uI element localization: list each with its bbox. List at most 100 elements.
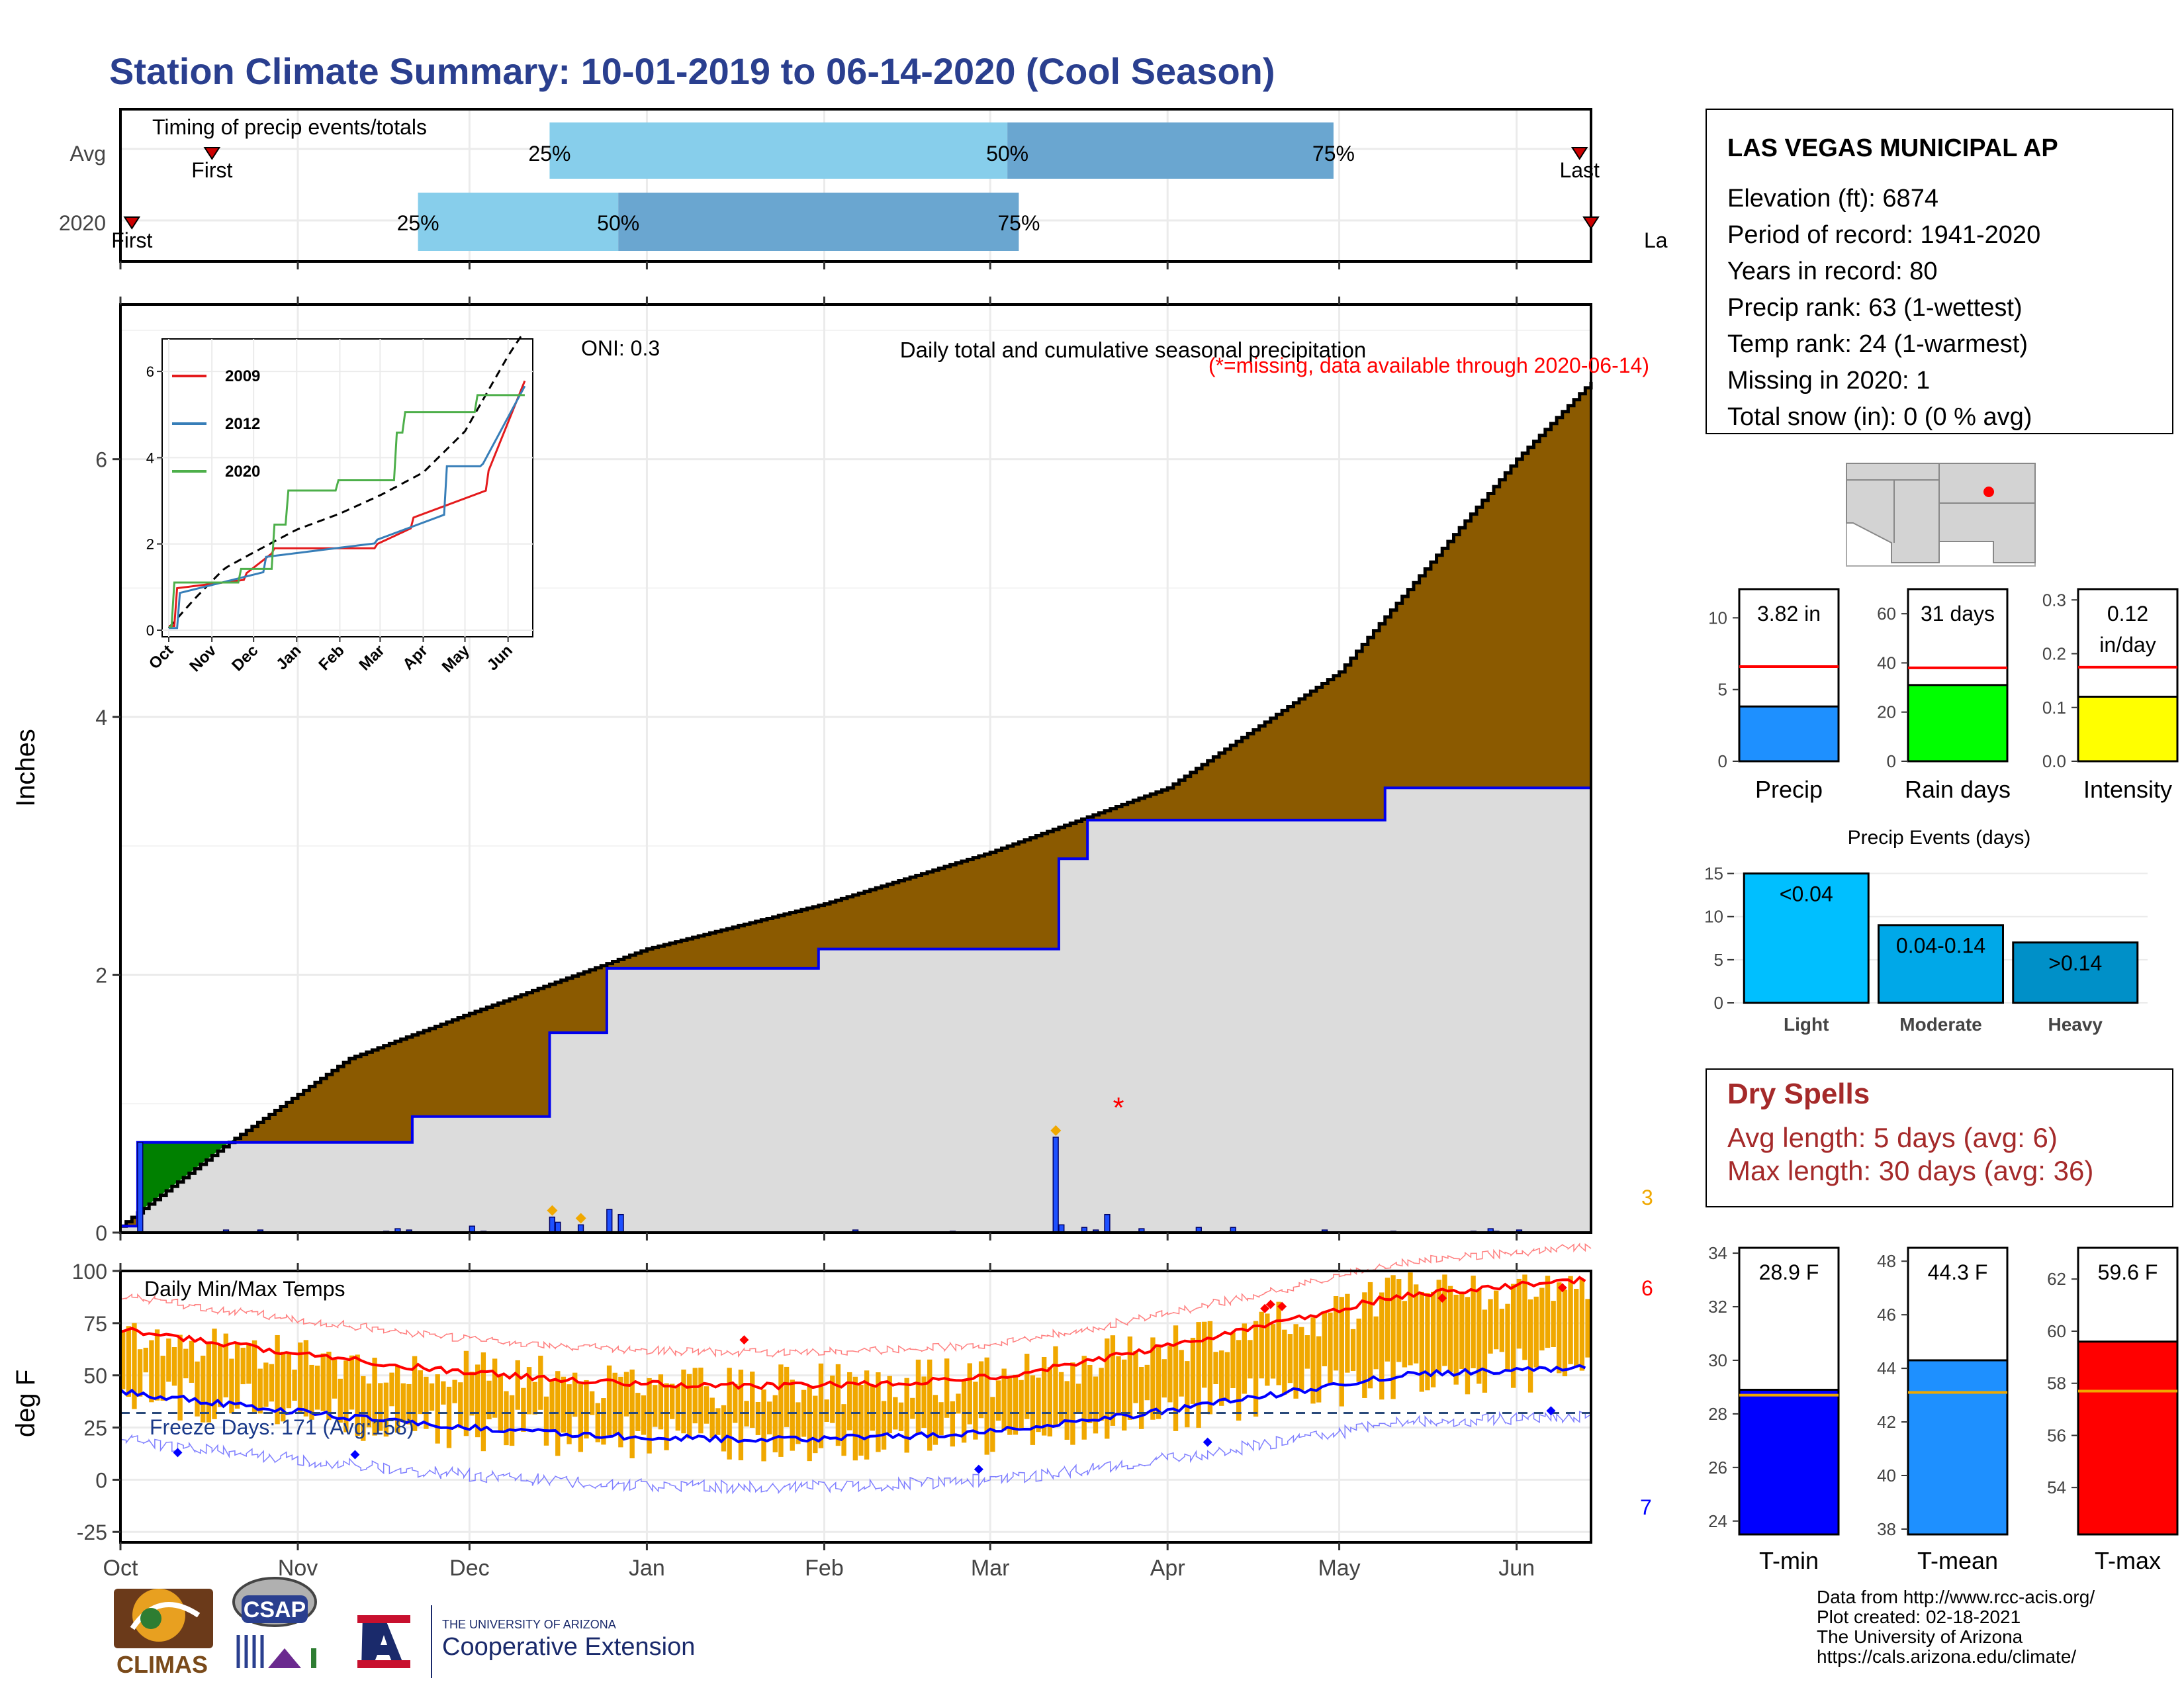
daily-temp-bar [653, 1385, 658, 1427]
daily-temp-bar [549, 1380, 555, 1431]
daily-temp-bar [1224, 1352, 1230, 1401]
daily-temp-bar [870, 1385, 875, 1431]
precip-event-bar-label: 0.04-0.14 [1896, 934, 1985, 958]
record-high-marker [1557, 1283, 1567, 1293]
daily-temp-bar [366, 1383, 372, 1428]
temp-title: Daily Min/Max Temps [144, 1277, 345, 1301]
temp-ytick-label: 75 [83, 1312, 107, 1336]
daily-temp-bar [1236, 1340, 1242, 1421]
daily-temp-bar [1516, 1278, 1522, 1349]
precip-ytick-label: 0 [95, 1221, 107, 1245]
daily-temp-bar [938, 1402, 944, 1436]
station-line-period: Period of record: 1941-2020 [1727, 221, 2040, 249]
daily-temp-bar [1402, 1301, 1408, 1368]
daily-temp-bar [463, 1350, 469, 1436]
precip-event-bar [1878, 924, 2004, 1004]
daily-temp-bar [641, 1395, 647, 1435]
daily-temp-bar [807, 1386, 812, 1462]
precip-events-title: Precip Events (days) [1848, 827, 2031, 849]
daily-temp-bar [1367, 1282, 1373, 1389]
daily-temp-bar [132, 1323, 137, 1409]
events-ytick-label: 15 [1704, 864, 1723, 884]
climas-logo: CLIMAS [114, 1589, 213, 1678]
record-low-marker [350, 1450, 360, 1460]
daily-temp-bar [1207, 1321, 1213, 1415]
daily-temp-bar [1070, 1362, 1075, 1445]
daily-temp-bar [1036, 1378, 1041, 1432]
inset-series-2020 [169, 394, 525, 628]
daily-temp-bar [480, 1352, 486, 1452]
daily-temp-bar [1116, 1356, 1121, 1414]
temp-ytick-label: 62 [2047, 1269, 2066, 1289]
daily-temp-bar [1447, 1286, 1453, 1372]
daily-temp-bar [298, 1342, 303, 1413]
daily-temp-bar [154, 1329, 160, 1401]
dry-spells-avg: Avg length: 5 days (avg: 6) [1727, 1122, 2058, 1153]
daily-temp-bar [1310, 1317, 1316, 1404]
avg-p25-label: 25% [528, 142, 570, 165]
cumulative-average-line [120, 381, 1593, 1228]
daily-temp-bar [1156, 1345, 1161, 1419]
daily-temp-bar [1568, 1276, 1573, 1364]
daily-temp-bar [314, 1365, 320, 1410]
daily-temp-bar [1494, 1290, 1499, 1350]
temp-ytick-label: 32 [1708, 1297, 1727, 1317]
daily-temp-bar [1339, 1297, 1344, 1407]
daily-temp-bar [1179, 1350, 1184, 1397]
temp-ytick-label: 28 [1708, 1404, 1727, 1424]
station-name: LAS VEGAS MUNICIPAL AP [1727, 134, 2058, 162]
daily-temp-bar [389, 1372, 394, 1407]
timing-panel: Timing of precip events/totals Avg 2020 … [59, 108, 1668, 263]
daily-temp-bar [1173, 1325, 1179, 1431]
daily-temp-bar [670, 1383, 675, 1419]
temp-bar-t-min [1738, 1388, 1840, 1536]
daily-temp-bar [1075, 1383, 1081, 1413]
daily-temp-bar [1430, 1291, 1436, 1387]
daily-temp-bar [1138, 1366, 1144, 1429]
2020-50-75-bar [618, 193, 1019, 251]
daily-temp-bar [361, 1376, 366, 1441]
average-max-line [120, 1276, 1586, 1391]
avg-last-marker [1570, 147, 1588, 160]
daily-temp-bar [452, 1380, 457, 1403]
temp-ytick-label: -25 [77, 1521, 107, 1544]
daily-temp-bar [698, 1368, 704, 1434]
daily-temp-bar [766, 1401, 772, 1434]
daily-temp-bar [143, 1347, 148, 1373]
daily-temp-bar [441, 1381, 446, 1405]
footer-logos: CLIMAS CSAP THE UNIVERSITY OF ARIZONA Co… [114, 1577, 695, 1678]
daily-temp-bar [372, 1358, 377, 1436]
precip-panel: Daily total and cumulative seasonal prec… [11, 261, 1653, 1245]
daily-temp-bar [1345, 1293, 1350, 1373]
daily-temp-bar [824, 1399, 829, 1423]
summary-ytick-label: 5 [1718, 680, 1727, 700]
avg-50-75-bar [1007, 122, 1334, 179]
temp-ytick-label: 46 [1877, 1305, 1896, 1325]
daily-temp-bar [772, 1395, 778, 1452]
temp-ytick-label: 40 [1877, 1466, 1896, 1485]
temp-ytick-label: 50 [83, 1364, 107, 1388]
footer-credits: Data from http://www.rcc-acis.org/ Plot … [1817, 1587, 2095, 1667]
daily-temp-bar [1304, 1335, 1310, 1369]
daily-temp-bar [704, 1386, 709, 1424]
cumulative-2020-area [120, 740, 1591, 1233]
2020-p25-label: 25% [397, 211, 439, 235]
2020-first-marker [123, 216, 141, 230]
daily-temp-bar [1356, 1318, 1361, 1382]
daily-temp-bar [841, 1404, 846, 1456]
daily-temp-bar [956, 1393, 961, 1414]
daily-temp-bar [1488, 1299, 1493, 1354]
daily-temp-bar [675, 1385, 681, 1431]
daily-temp-bar [212, 1329, 217, 1419]
daily-temp-bar [973, 1382, 978, 1440]
record-low-marker [1203, 1437, 1212, 1447]
summary-ytick-label: 0.2 [2042, 644, 2066, 664]
daily-temp-bar [120, 1329, 126, 1389]
daily-temp-bar [206, 1341, 212, 1423]
daily-temp-bar [967, 1363, 972, 1425]
daily-temp-bar [1585, 1299, 1590, 1358]
daily-temp-bar [1396, 1279, 1402, 1362]
daily-temp-bar [755, 1401, 761, 1435]
temp-ytick-label: 25 [83, 1417, 107, 1440]
daily-temp-bar [378, 1383, 383, 1431]
